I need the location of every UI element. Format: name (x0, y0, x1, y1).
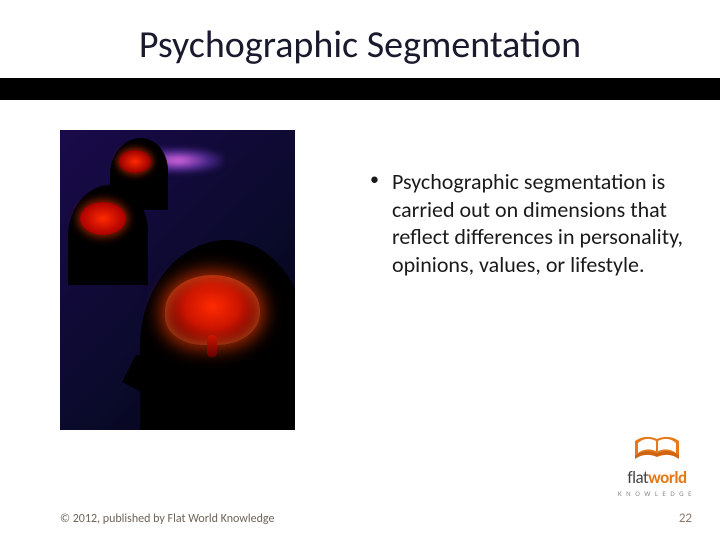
title-divider (0, 78, 720, 100)
logo-text: flatworld (627, 467, 686, 488)
logo-subtitle: KNOWLEDGE (618, 489, 696, 498)
brain-heads-image (60, 130, 295, 430)
head-silhouette-front (140, 240, 295, 430)
brain-glow-mid (80, 202, 126, 235)
text-column: • Psychographic segmentation is carried … (320, 130, 690, 430)
page-number: 22 (679, 511, 692, 526)
brain-glow-back (119, 150, 151, 173)
logo-world-text: world (648, 467, 687, 488)
bullet-item: • Psychographic segmentation is carried … (370, 168, 690, 278)
image-column (60, 130, 320, 430)
logo-flat-text: flat (627, 467, 648, 488)
slide-title: Psychographic Segmentation (0, 0, 720, 78)
book-icon (631, 431, 683, 465)
content-area: • Psychographic segmentation is carried … (0, 100, 720, 430)
brain-glow-front (165, 275, 260, 345)
bullet-marker: • (370, 168, 392, 278)
bullet-text: Psychographic segmentation is carried ou… (392, 168, 690, 278)
flatworld-logo: flatworld KNOWLEDGE (618, 431, 696, 498)
head-silhouette-mid (68, 185, 148, 285)
copyright-footer: © 2012, published by Flat World Knowledg… (60, 512, 274, 526)
